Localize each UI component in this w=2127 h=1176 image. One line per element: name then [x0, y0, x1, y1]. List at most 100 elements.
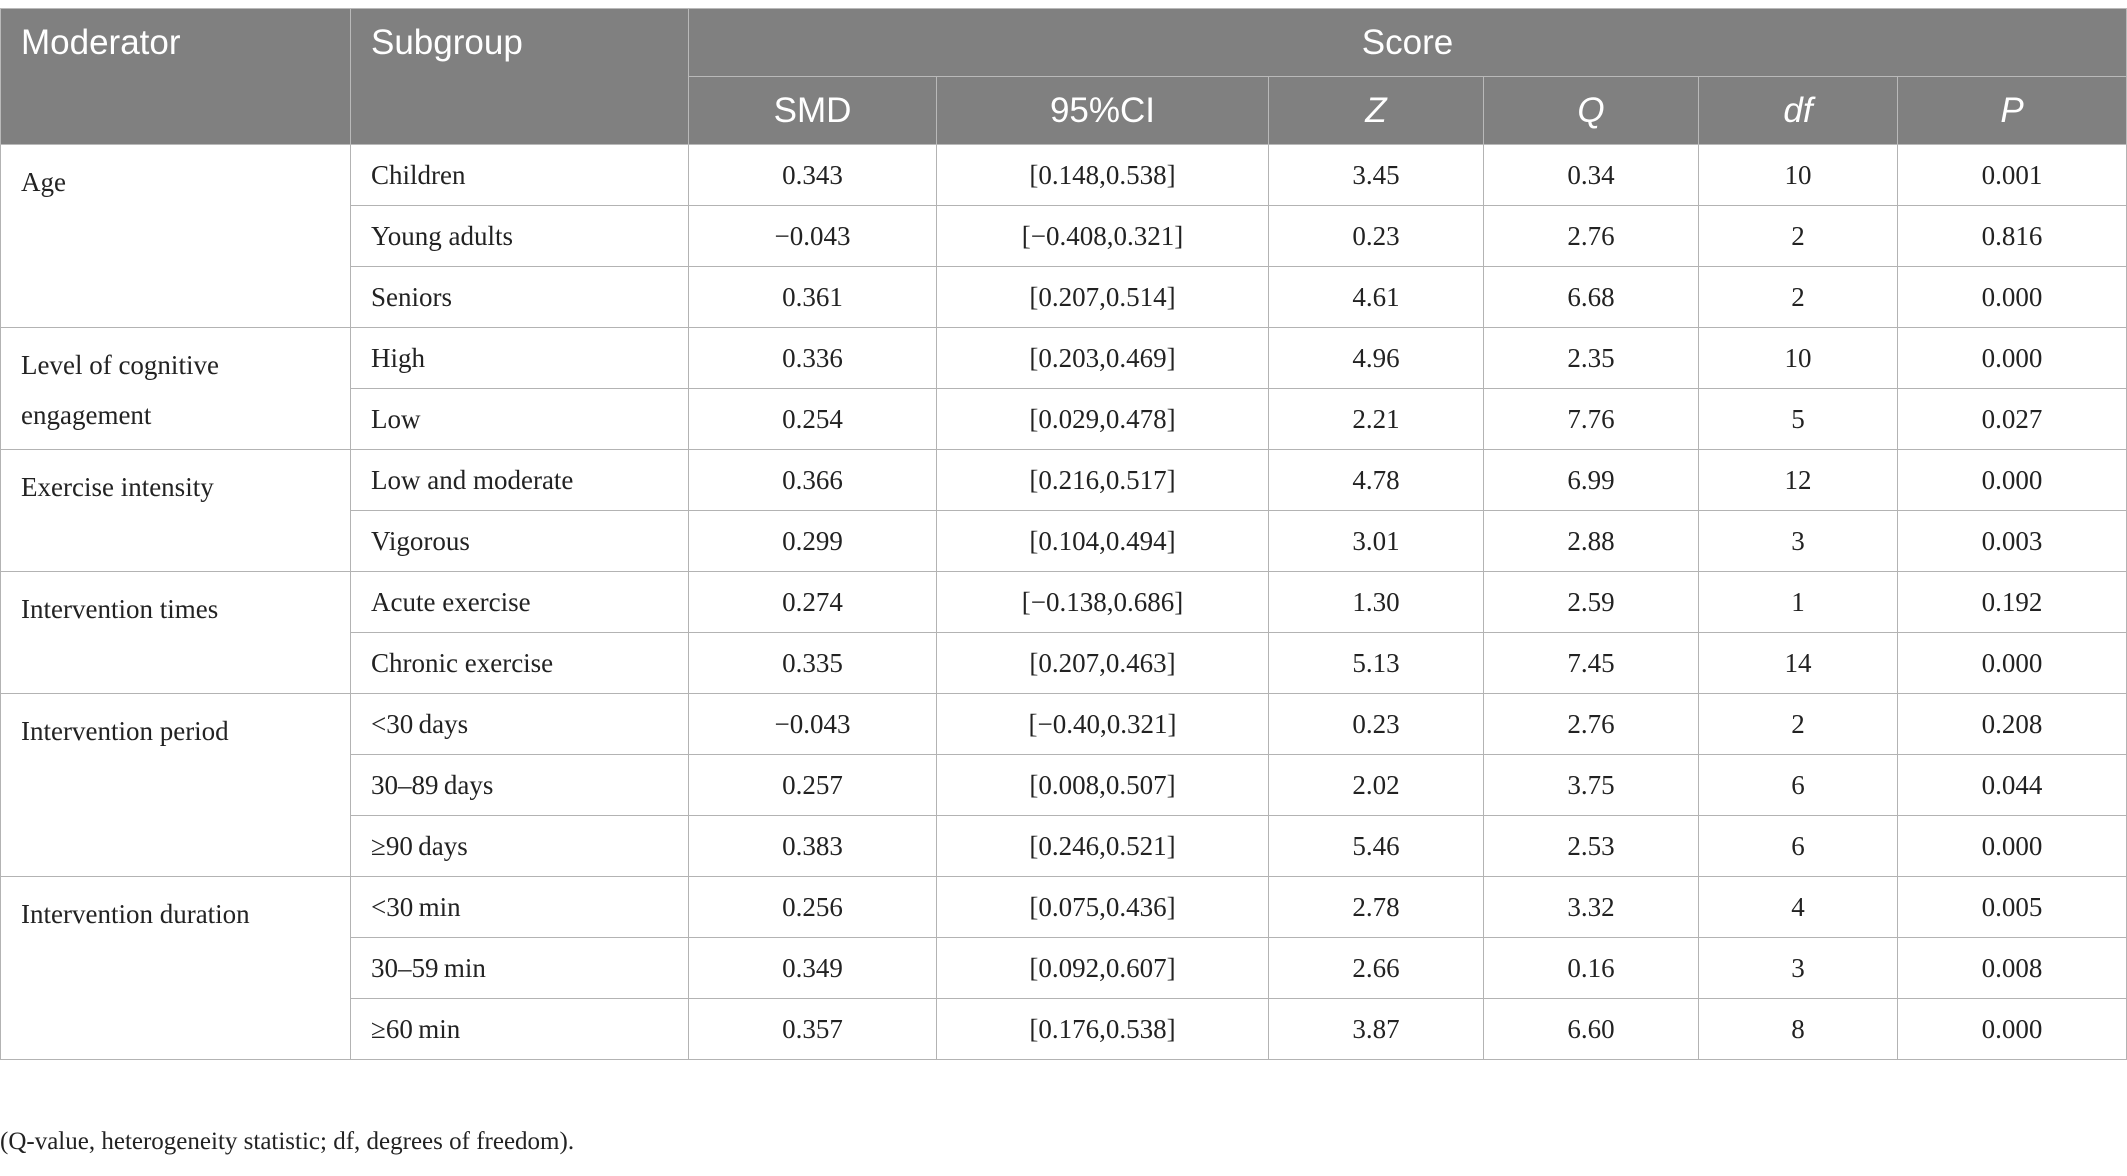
header-q: Q — [1483, 76, 1699, 145]
z-cell: 2.21 — [1268, 388, 1484, 450]
table-row: Exercise intensity Low and moderate 0.366[… — [0, 449, 2127, 572]
z-cell: 2.66 — [1268, 937, 1484, 999]
smd-cell: 0.343 — [688, 144, 937, 206]
smd-cell: −0.043 — [688, 205, 937, 267]
z-cell: 5.46 — [1268, 815, 1484, 877]
header-df: df — [1698, 76, 1898, 145]
header-score: Score — [688, 8, 2127, 77]
q-cell: 2.76 — [1483, 693, 1699, 755]
df-cell: 10 — [1698, 144, 1898, 206]
df-cell: 1 — [1698, 571, 1898, 633]
q-cell: 3.75 — [1483, 754, 1699, 816]
table-header: Moderator Subgroup Score SMD 95%CI Z Q d… — [0, 8, 2127, 145]
table-row: Intervention times Acute exercise 0.274 [−0… — [0, 571, 2127, 694]
df-cell: 2 — [1698, 693, 1898, 755]
ci-cell: [0.246,0.521] — [936, 815, 1269, 877]
q-cell: 2.59 — [1483, 571, 1699, 633]
p-cell: 0.000 — [1897, 327, 2127, 389]
z-cell: 0.23 — [1268, 693, 1484, 755]
z-cell: 3.45 — [1268, 144, 1484, 206]
p-cell: 0.208 — [1897, 693, 2127, 755]
table-row: 30–59 min 0.349 [0.092,0.607] 2.66 0.16 3 0.00… — [1, 937, 2127, 999]
z-cell: 1.30 — [1268, 571, 1484, 633]
subgroup-cell: Vigorous — [350, 510, 689, 572]
header-p: P — [1897, 76, 2127, 145]
ci-cell: [−0.40,0.321] — [936, 693, 1269, 755]
table-row: Low 0.254 [0.029,0.478] 2.21 7.76 5 0.027 — [1, 388, 2127, 450]
p-cell: 0.005 — [1897, 876, 2127, 938]
q-cell: 6.99 — [1483, 449, 1699, 511]
ci-cell: [0.216,0.517] — [936, 449, 1269, 511]
df-cell: 8 — [1698, 998, 1898, 1060]
p-cell: 0.000 — [1897, 815, 2127, 877]
p-cell: 0.008 — [1897, 937, 2127, 999]
smd-cell: 0.299 — [688, 510, 937, 572]
table-body: Age Children 0.343 [0.148,0.538] 3.45 0.34 10 0… — [0, 144, 2127, 1060]
z-cell: 0.23 — [1268, 205, 1484, 267]
subgroup-cell: Young adults — [350, 205, 689, 267]
ci-cell: [−0.408,0.321] — [936, 205, 1269, 267]
ci-cell: [0.203,0.469] — [936, 327, 1269, 389]
subgroup-cell: ≥90 days — [350, 815, 689, 877]
q-cell: 3.32 — [1483, 876, 1699, 938]
table-row: ≥90 days 0.383 [0.246,0.521] 5.46 2.53 6 0.000 — [1, 815, 2127, 877]
subgroup-cell: <30 days — [350, 693, 689, 755]
header-ci: 95%CI — [936, 76, 1269, 145]
q-cell: 2.88 — [1483, 510, 1699, 572]
z-cell: 2.78 — [1268, 876, 1484, 938]
smd-cell: 0.357 — [688, 998, 937, 1060]
smd-cell: 0.336 — [688, 327, 937, 389]
table-wrapper: Moderator Subgroup Score SMD 95%CI Z Q d… — [0, 8, 2127, 1060]
ci-cell: [0.029,0.478] — [936, 388, 1269, 450]
p-cell: 0.816 — [1897, 205, 2127, 267]
ci-cell: [0.207,0.514] — [936, 266, 1269, 328]
z-cell: 4.61 — [1268, 266, 1484, 328]
q-cell: 7.76 — [1483, 388, 1699, 450]
moderator-cell: Intervention duration — [0, 876, 351, 1060]
moderator-cell: Intervention times — [0, 571, 351, 694]
table-footnote: (Q-value, heterogeneity statistic; df, d… — [0, 1128, 575, 1155]
ci-cell: [0.148,0.538] — [936, 144, 1269, 206]
ci-cell: [0.104,0.494] — [936, 510, 1269, 572]
subgroup-cell: 30–59 min — [350, 937, 689, 999]
smd-cell: 0.383 — [688, 815, 937, 877]
subgroup-cell: High — [350, 327, 689, 389]
subgroup-cell: ≥60 min — [350, 998, 689, 1060]
table-row: Vigorous 0.299 [0.104,0.494] 3.01 2.88 3 0.003 — [1, 510, 2127, 572]
z-cell: 3.01 — [1268, 510, 1484, 572]
moderator-cell: Intervention period — [0, 693, 351, 877]
table-row: ≥60 min 0.357 [0.176,0.538] 3.87 6.60 8 0.000 — [1, 998, 2127, 1060]
table-row: 30–89 days 0.257 [0.008,0.507] 2.02 3.75 6 0.0… — [1, 754, 2127, 816]
df-cell: 12 — [1698, 449, 1898, 511]
p-cell: 0.044 — [1897, 754, 2127, 816]
moderator-cell: Level of cognitive engagement — [0, 327, 351, 450]
smd-cell: 0.349 — [688, 937, 937, 999]
z-cell: 2.02 — [1268, 754, 1484, 816]
p-cell: 0.000 — [1897, 632, 2127, 694]
q-cell: 0.34 — [1483, 144, 1699, 206]
q-cell: 7.45 — [1483, 632, 1699, 694]
ci-cell: [0.075,0.436] — [936, 876, 1269, 938]
subgroup-cell: Seniors — [350, 266, 689, 328]
q-cell: 6.68 — [1483, 266, 1699, 328]
table-row: Age Children 0.343 [0.148,0.538] 3.45 0.34 10 0… — [0, 144, 2127, 328]
smd-cell: −0.043 — [688, 693, 937, 755]
table-row: Intervention period <30 days −0.043 [−0.40,… — [0, 693, 2127, 877]
smd-cell: 0.256 — [688, 876, 937, 938]
q-cell: 2.53 — [1483, 815, 1699, 877]
ci-cell: [0.008,0.507] — [936, 754, 1269, 816]
df-cell: 6 — [1698, 754, 1898, 816]
df-cell: 5 — [1698, 388, 1898, 450]
z-cell: 5.13 — [1268, 632, 1484, 694]
df-cell: 2 — [1698, 266, 1898, 328]
table-row: Seniors 0.361 [0.207,0.514] 4.61 6.68 2 0.000 — [1, 266, 2127, 328]
smd-cell: 0.366 — [688, 449, 937, 511]
df-cell: 14 — [1698, 632, 1898, 694]
df-cell: 3 — [1698, 937, 1898, 999]
df-cell: 10 — [1698, 327, 1898, 389]
df-cell: 4 — [1698, 876, 1898, 938]
z-cell: 4.96 — [1268, 327, 1484, 389]
header-smd: SMD — [688, 76, 937, 145]
header-subgroup: Subgroup — [350, 8, 689, 145]
p-cell: 0.192 — [1897, 571, 2127, 633]
